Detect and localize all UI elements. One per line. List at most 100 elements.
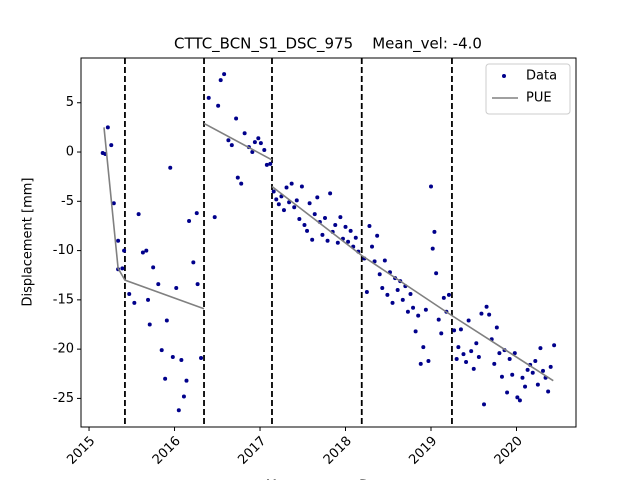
data-point bbox=[535, 382, 540, 387]
data-point bbox=[116, 238, 121, 243]
data-point bbox=[338, 215, 343, 220]
data-point bbox=[434, 271, 439, 276]
data-point bbox=[505, 390, 510, 395]
data-point bbox=[174, 286, 179, 291]
data-point bbox=[533, 358, 538, 363]
data-point bbox=[335, 240, 340, 245]
plot-area bbox=[100, 58, 557, 427]
data-point bbox=[216, 103, 221, 108]
data-point bbox=[284, 185, 289, 190]
data-point bbox=[226, 138, 231, 143]
data-point bbox=[416, 313, 421, 318]
data-point bbox=[418, 361, 423, 366]
data-point bbox=[120, 266, 125, 271]
data-point bbox=[164, 318, 169, 323]
data-point bbox=[234, 116, 239, 121]
data-point bbox=[325, 238, 330, 243]
data-point bbox=[494, 325, 499, 330]
data-point bbox=[446, 292, 451, 297]
data-point bbox=[163, 376, 168, 381]
y-tick-label: 0 bbox=[66, 145, 74, 160]
data-point bbox=[497, 351, 502, 356]
data-point bbox=[140, 250, 145, 255]
data-point bbox=[305, 228, 310, 233]
data-point bbox=[429, 184, 434, 189]
data-point bbox=[252, 140, 257, 145]
data-point bbox=[271, 189, 276, 194]
data-point bbox=[312, 212, 317, 217]
data-point bbox=[512, 351, 517, 356]
y-tick-label: -20 bbox=[53, 342, 74, 357]
data-point bbox=[541, 368, 545, 373]
data-point bbox=[320, 232, 325, 237]
data-point bbox=[458, 327, 463, 332]
data-point bbox=[122, 248, 127, 253]
data-point bbox=[364, 289, 369, 294]
data-point bbox=[474, 341, 479, 346]
data-point bbox=[276, 202, 281, 207]
data-point bbox=[520, 375, 525, 380]
data-point bbox=[482, 402, 487, 407]
data-point bbox=[274, 197, 279, 202]
data-point bbox=[400, 297, 405, 302]
data-point bbox=[370, 244, 375, 249]
data-point bbox=[268, 161, 273, 166]
data-point bbox=[322, 216, 327, 221]
y-tick-label: 5 bbox=[66, 95, 74, 110]
data-point bbox=[258, 141, 263, 146]
data-point bbox=[179, 357, 184, 362]
data-point bbox=[343, 224, 348, 229]
data-point bbox=[111, 201, 116, 206]
data-point bbox=[367, 223, 372, 228]
data-point bbox=[552, 343, 557, 348]
data-point bbox=[456, 345, 461, 350]
legend-marker bbox=[502, 74, 506, 78]
data-point bbox=[250, 150, 255, 155]
chart-title: CTTC_BCN_S1_DSC_975 Mean_vel: -4.0 bbox=[174, 35, 482, 54]
data-point bbox=[206, 95, 211, 100]
trend-line bbox=[103, 122, 554, 382]
data-point bbox=[170, 355, 175, 360]
data-point bbox=[471, 366, 476, 371]
data-point bbox=[454, 356, 459, 361]
data-point bbox=[353, 235, 358, 240]
data-point bbox=[195, 282, 200, 287]
data-point bbox=[413, 329, 418, 334]
data-point bbox=[380, 286, 385, 291]
data-point bbox=[132, 300, 137, 305]
data-point bbox=[199, 356, 204, 361]
data-point bbox=[144, 248, 149, 253]
data-point bbox=[441, 295, 446, 300]
data-point bbox=[333, 222, 338, 227]
data-point bbox=[507, 356, 512, 361]
data-point bbox=[146, 297, 151, 302]
data-point bbox=[194, 211, 199, 216]
data-point bbox=[156, 282, 161, 287]
data-point bbox=[256, 136, 261, 141]
data-point bbox=[492, 361, 497, 366]
data-point bbox=[294, 198, 299, 203]
data-point bbox=[538, 346, 543, 351]
data-point bbox=[375, 233, 380, 238]
y-tick-label: -25 bbox=[53, 391, 74, 406]
axes-frame bbox=[80, 57, 577, 428]
data-point bbox=[181, 394, 186, 399]
data-point bbox=[307, 201, 312, 206]
data-point bbox=[548, 364, 553, 369]
data-point bbox=[151, 265, 156, 270]
data-point bbox=[464, 359, 469, 364]
data-point bbox=[346, 239, 351, 244]
y-tick-label: -10 bbox=[53, 243, 74, 258]
data-point bbox=[426, 358, 431, 363]
data-point bbox=[479, 311, 484, 316]
data-point bbox=[476, 355, 481, 360]
data-point bbox=[218, 78, 223, 83]
data-point bbox=[377, 272, 382, 277]
data-point bbox=[423, 307, 428, 312]
data-point bbox=[390, 300, 395, 305]
data-point bbox=[328, 191, 333, 196]
data-point bbox=[105, 125, 110, 130]
data-point bbox=[517, 398, 522, 403]
data-point bbox=[176, 408, 181, 413]
data-point bbox=[385, 292, 390, 297]
